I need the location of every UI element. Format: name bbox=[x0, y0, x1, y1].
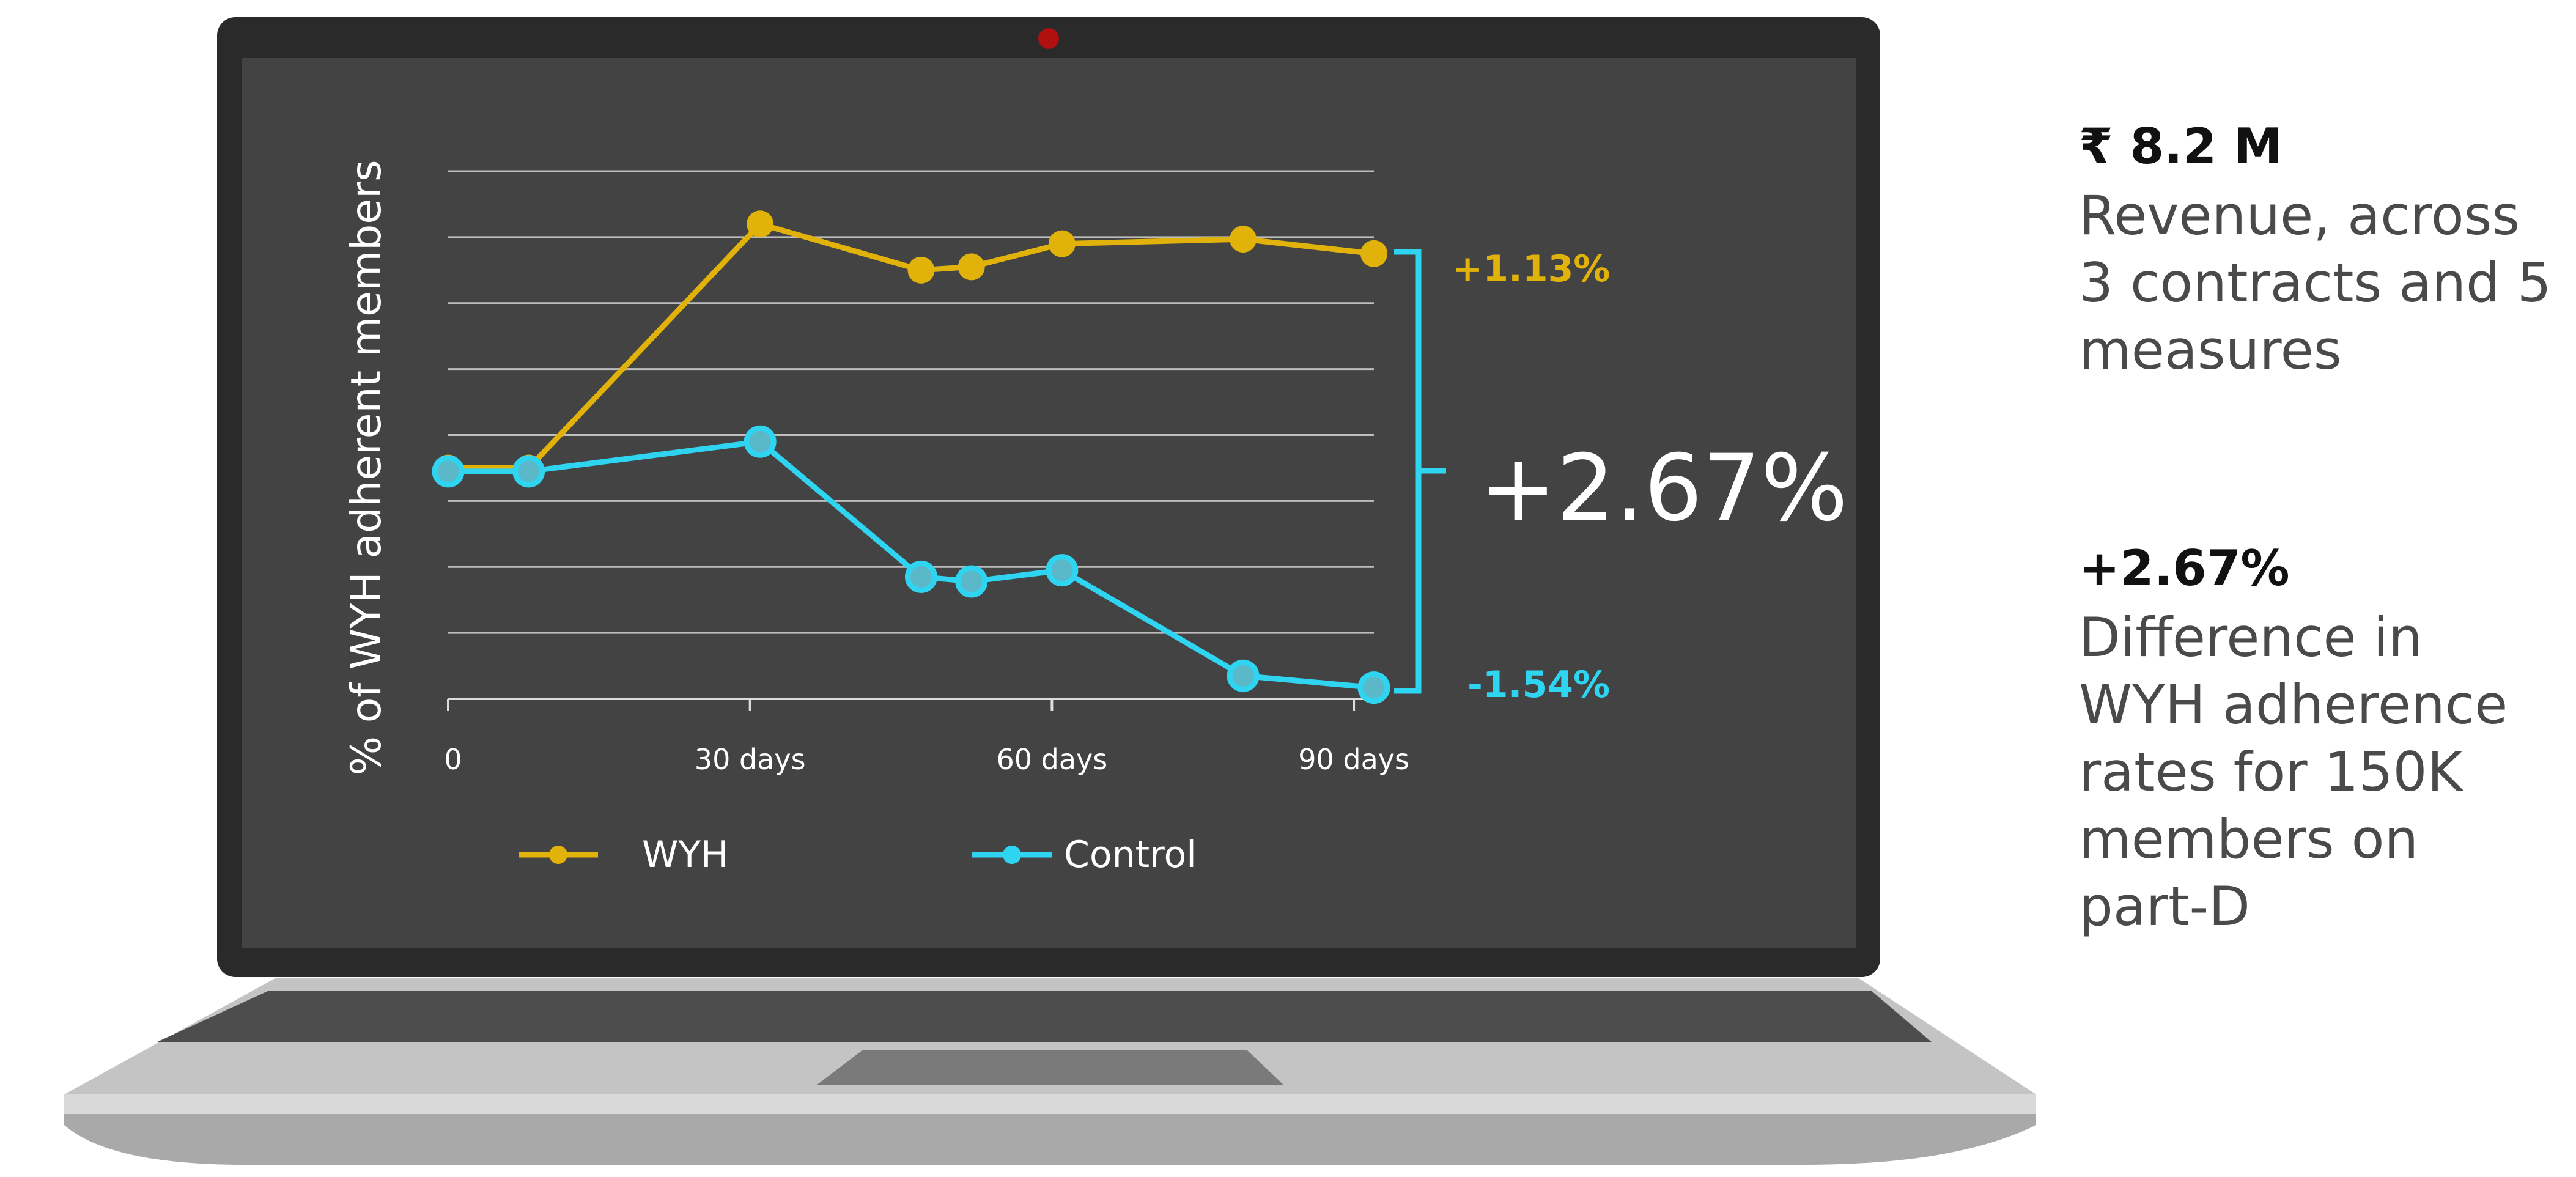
camera-icon bbox=[1038, 28, 1059, 49]
series-line-control bbox=[448, 438, 1375, 691]
data-point-wyh bbox=[1048, 230, 1076, 257]
laptop-touchpad bbox=[816, 1050, 1284, 1085]
stat-revenue-description: Revenue, across 3 contracts and 5 measur… bbox=[2079, 184, 2552, 382]
data-point-control bbox=[432, 455, 465, 488]
legend-label-control: Control bbox=[1064, 833, 1197, 876]
data-point-wyh bbox=[1360, 240, 1387, 267]
laptop-base-front bbox=[64, 1113, 2036, 1165]
x-ticks: 0 30 days 60 days 90 days bbox=[444, 699, 1409, 776]
x-tick-label: 60 days bbox=[997, 743, 1108, 776]
data-point-wyh bbox=[958, 253, 985, 281]
legend-item-wyh: WYH bbox=[519, 833, 728, 876]
chart-area: 0 30 days 60 days 90 days % of WYH adherent… bbox=[342, 160, 1848, 876]
legend-swatch-control bbox=[1003, 846, 1021, 864]
wyh-change-label: +1.13% bbox=[1452, 248, 1610, 290]
laptop-screen bbox=[242, 58, 1856, 948]
x-tick-label: 90 days bbox=[1298, 743, 1409, 776]
data-point-control bbox=[955, 565, 988, 598]
x-tick-label: 30 days bbox=[695, 743, 806, 776]
x-tick-label: 0 bbox=[444, 743, 462, 776]
data-point-control bbox=[904, 560, 937, 593]
stat-revenue: ₹ 8.2 M Revenue, across 3 contracts and … bbox=[2079, 116, 2568, 384]
data-point-control bbox=[1227, 659, 1260, 692]
total-difference-bracket bbox=[1394, 249, 1446, 694]
legend-swatch-wyh bbox=[549, 846, 567, 864]
laptop-base-rim bbox=[64, 1094, 2036, 1114]
legend-item-control: Control bbox=[972, 833, 1197, 876]
control-change-label: -1.54% bbox=[1467, 663, 1610, 706]
data-point-control bbox=[512, 455, 545, 488]
data-point-control bbox=[1046, 554, 1079, 587]
stat-difference-description: Difference in WYH adherence rates for 15… bbox=[2079, 606, 2508, 938]
stat-difference-value: +2.67% bbox=[2079, 540, 2290, 597]
data-point-wyh bbox=[1230, 226, 1257, 253]
series-line-wyh bbox=[448, 221, 1375, 471]
legend-label-wyh: WYH bbox=[642, 833, 728, 876]
data-point-wyh bbox=[747, 210, 774, 238]
series-layer bbox=[432, 210, 1390, 704]
legend: WYH Control bbox=[519, 833, 1197, 876]
data-point-control bbox=[744, 425, 777, 458]
y-axis-label: % of WYH adherent members bbox=[342, 160, 391, 775]
stat-revenue-value: ₹ 8.2 M bbox=[2079, 118, 2283, 175]
data-point-wyh bbox=[907, 256, 935, 284]
difference-label: +2.67% bbox=[1480, 435, 1848, 542]
stat-difference: +2.67% Difference in WYH adherence rates… bbox=[2079, 538, 2568, 940]
data-point-control bbox=[1357, 671, 1390, 704]
laptop-keyboard-area bbox=[156, 991, 1932, 1042]
